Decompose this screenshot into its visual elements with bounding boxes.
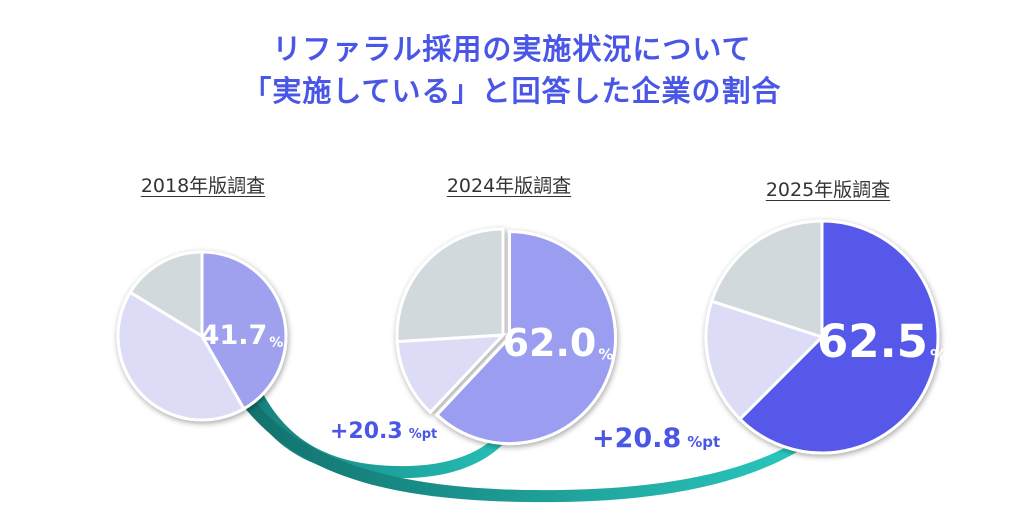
pie-2024	[395, 227, 617, 445]
pie-2018	[116, 250, 288, 422]
growth-arrows	[240, 372, 860, 503]
pie-slice-other-2025-1	[704, 299, 825, 422]
delta-label-1: +20.3 %pt	[330, 419, 437, 444]
chart-title-line-2: 「実施している」と回答した企業の割合	[242, 74, 782, 108]
survey-label-2024: 2024年版調査	[446, 175, 572, 197]
pie-slice-implemented-2024	[434, 230, 617, 445]
pie-slice-other-2025-2	[709, 219, 824, 340]
pie-slice-other-2024-2	[395, 227, 505, 344]
value-labels: 41.7% 62.0% 62.5%	[201, 315, 947, 368]
pie-2025	[704, 219, 940, 455]
value-label-2025: 62.5%	[817, 315, 947, 368]
pie-slice-implemented-2025	[737, 219, 940, 455]
value-label-2018: 41.7%	[201, 320, 284, 351]
pie-charts	[116, 219, 940, 455]
pie-slice-other-2018-2	[128, 250, 204, 339]
survey-label-2025: 2025年版調査	[765, 179, 891, 201]
value-label-2024: 62.0%	[503, 321, 614, 365]
pie-slice-other-2024-1	[395, 333, 507, 415]
delta-labels: +20.3 %pt +20.8 %pt	[330, 419, 720, 454]
delta-label-2: +20.8 %pt	[592, 423, 720, 454]
survey-label-2018: 2018年版調査	[140, 175, 266, 197]
chart-title-line-1: リファラル採用の実施状況について	[272, 32, 752, 66]
pie-slice-other-2018-1	[116, 290, 246, 422]
